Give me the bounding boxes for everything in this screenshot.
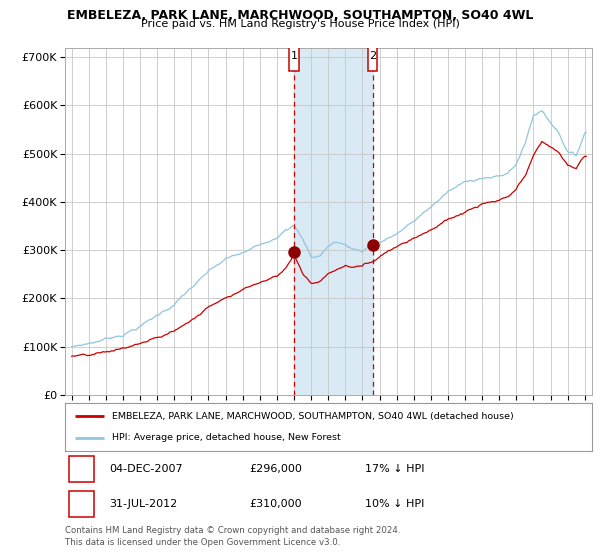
Text: 10% ↓ HPI: 10% ↓ HPI xyxy=(365,499,424,509)
Text: HPI: Average price, detached house, New Forest: HPI: Average price, detached house, New … xyxy=(112,433,341,442)
FancyBboxPatch shape xyxy=(289,42,299,71)
Text: Price paid vs. HM Land Registry's House Price Index (HPI): Price paid vs. HM Land Registry's House … xyxy=(140,19,460,29)
Text: £310,000: £310,000 xyxy=(249,499,302,509)
Text: 2: 2 xyxy=(369,52,376,61)
Text: 31-JUL-2012: 31-JUL-2012 xyxy=(110,499,178,509)
Text: EMBELEZA, PARK LANE, MARCHWOOD, SOUTHAMPTON, SO40 4WL: EMBELEZA, PARK LANE, MARCHWOOD, SOUTHAMP… xyxy=(67,9,533,22)
Text: 17% ↓ HPI: 17% ↓ HPI xyxy=(365,464,425,474)
Text: 1: 1 xyxy=(78,464,85,474)
Text: Contains HM Land Registry data © Crown copyright and database right 2024.
This d: Contains HM Land Registry data © Crown c… xyxy=(65,526,400,547)
FancyBboxPatch shape xyxy=(368,42,377,71)
Text: EMBELEZA, PARK LANE, MARCHWOOD, SOUTHAMPTON, SO40 4WL (detached house): EMBELEZA, PARK LANE, MARCHWOOD, SOUTHAMP… xyxy=(112,412,514,421)
Text: 2: 2 xyxy=(78,499,85,509)
Text: 1: 1 xyxy=(290,52,298,61)
Text: 04-DEC-2007: 04-DEC-2007 xyxy=(110,464,183,474)
FancyBboxPatch shape xyxy=(69,456,94,482)
FancyBboxPatch shape xyxy=(69,491,94,517)
Bar xyxy=(294,48,373,395)
Text: £296,000: £296,000 xyxy=(249,464,302,474)
